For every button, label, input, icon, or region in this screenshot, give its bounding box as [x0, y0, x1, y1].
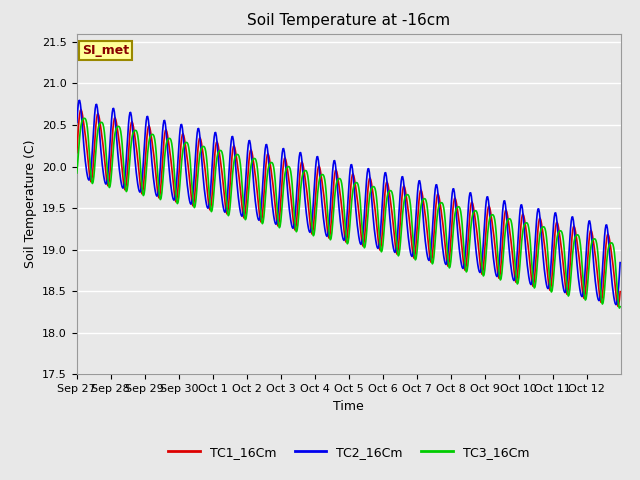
X-axis label: Time: Time	[333, 400, 364, 413]
Title: Soil Temperature at -16cm: Soil Temperature at -16cm	[247, 13, 451, 28]
Y-axis label: Soil Temperature (C): Soil Temperature (C)	[24, 140, 36, 268]
Text: SI_met: SI_met	[82, 44, 129, 57]
Legend: TC1_16Cm, TC2_16Cm, TC3_16Cm: TC1_16Cm, TC2_16Cm, TC3_16Cm	[163, 441, 534, 464]
